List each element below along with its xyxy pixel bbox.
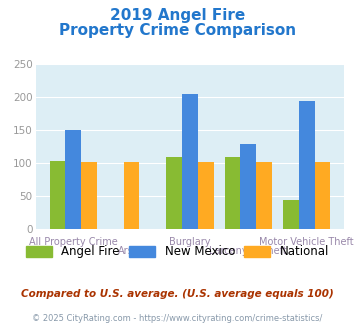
- Text: Larceny & Theft: Larceny & Theft: [209, 246, 287, 256]
- Text: Compared to U.S. average. (U.S. average equals 100): Compared to U.S. average. (U.S. average …: [21, 289, 334, 299]
- Text: © 2025 CityRating.com - https://www.cityrating.com/crime-statistics/: © 2025 CityRating.com - https://www.city…: [32, 314, 323, 323]
- Bar: [283, 200, 299, 229]
- Text: Property Crime Comparison: Property Crime Comparison: [59, 23, 296, 38]
- Bar: [124, 162, 140, 229]
- Text: Arson: Arson: [118, 246, 146, 256]
- Text: Motor Vehicle Theft: Motor Vehicle Theft: [260, 237, 354, 247]
- Text: Burglary: Burglary: [169, 237, 211, 247]
- Bar: [198, 162, 214, 229]
- Bar: [299, 101, 315, 229]
- Bar: [315, 162, 330, 229]
- Bar: [65, 130, 81, 229]
- Bar: [166, 157, 182, 229]
- Legend: Angel Fire, New Mexico, National: Angel Fire, New Mexico, National: [21, 241, 334, 263]
- Bar: [50, 161, 65, 229]
- Bar: [240, 144, 256, 229]
- Text: All Property Crime: All Property Crime: [29, 237, 118, 247]
- Bar: [225, 157, 240, 229]
- Text: 2019 Angel Fire: 2019 Angel Fire: [110, 8, 245, 23]
- Bar: [81, 162, 97, 229]
- Bar: [256, 162, 272, 229]
- Bar: [182, 94, 198, 229]
